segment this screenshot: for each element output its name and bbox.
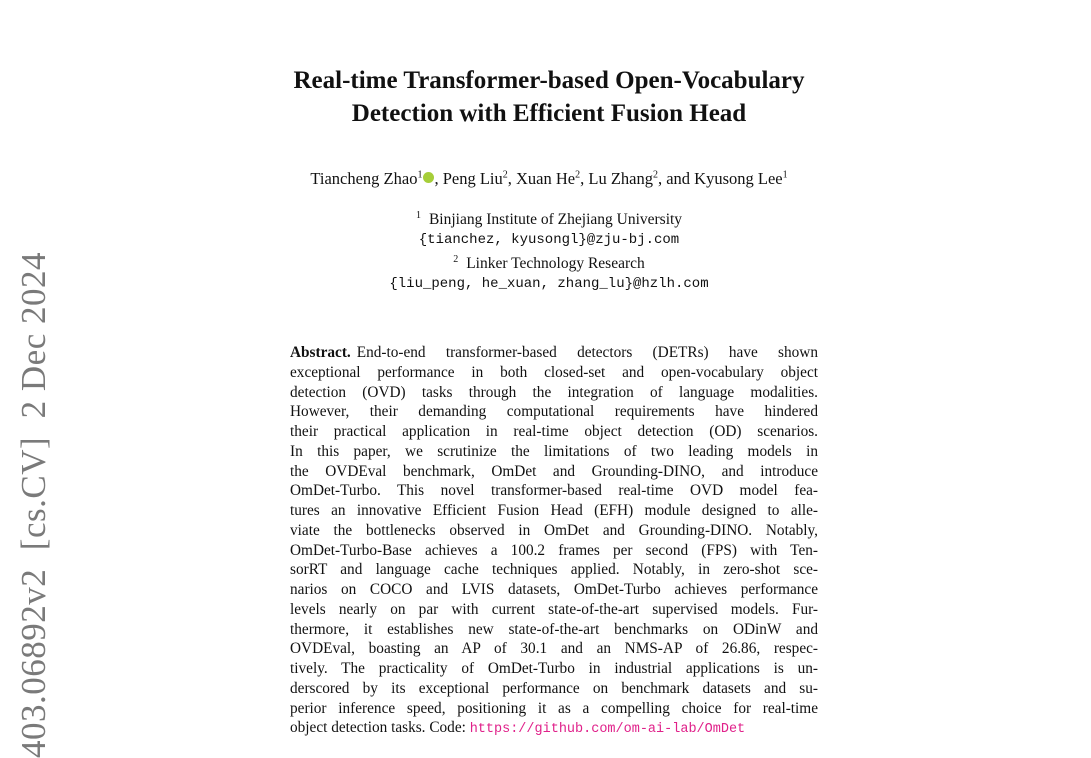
affil-name: Linker Technology Research: [466, 255, 645, 273]
affil-num: 2: [453, 254, 459, 266]
author: Xuan He: [516, 169, 576, 188]
arxiv-stamp: 403.06892v2 [cs.CV] 2 Dec 2024: [14, 252, 53, 758]
abstract-label: Abstract.: [290, 344, 351, 361]
author: Tiancheng Zhao: [310, 169, 418, 188]
author-sup: 2: [652, 169, 658, 181]
affil-email: {liu_peng, he_xuan, zhang_lu}@hzlh.com: [389, 276, 709, 293]
abstract-line: levels nearly on par with current state-…: [290, 600, 818, 618]
abstract-line: tures an innovative Efficient Fusion Hea…: [290, 502, 818, 519]
abstract-line: narios on COCO and LVIS datasets, OmDet-…: [290, 581, 818, 598]
affiliation: 1 Binjiang Institute of Zhejiang Universi…: [0, 206, 1091, 230]
abstract-line: thermore, it establishes new state-of-th…: [290, 620, 818, 638]
affil-name: Binjiang Institute of Zhejiang Universit…: [428, 211, 683, 229]
abstract-line: object detection tasks. Code: https://gi…: [290, 719, 746, 738]
abstract-line: viate the bottlenecks observed in OmDet …: [290, 521, 818, 539]
abstract-line: OmDet-Turbo-Base achieves a 100.2 frames…: [290, 541, 818, 559]
abstract-line: In this paper, we scrutinize the limitat…: [290, 442, 818, 460]
affiliation: 2 Linker Technology Research: [0, 250, 1091, 274]
abstract-line: OmDet-Turbo. This novel transformer-base…: [290, 482, 818, 500]
affil-email: {tianchez, kyusongl}@zju-bj.com: [418, 232, 680, 249]
abstract: Abstract. End-to-end transformer-based de…: [290, 343, 818, 740]
author: Lu Zhang: [588, 169, 653, 188]
abstract-line: tively. The practicality of OmDet-Turbo …: [290, 660, 818, 677]
author: Peng Liu: [442, 169, 503, 188]
affil-num: 1: [415, 210, 421, 221]
abstract-line: perior inference speed, positioning it a…: [290, 699, 818, 717]
author: and Kyusong Lee: [666, 169, 783, 188]
abstract-line: However, their demanding computational r…: [290, 403, 818, 421]
author-sup: 2: [502, 169, 508, 181]
abstract-line: sorRT and language cache techniques appl…: [290, 561, 818, 579]
title-line: Real-time Transformer-based Open-Vocabul…: [293, 67, 805, 94]
abstract-line: their practical application in real-time…: [290, 423, 818, 440]
abstract-line: the OVDEval benchmark, OmDet and Groundi…: [290, 462, 818, 480]
orcid-icon[interactable]: [423, 172, 435, 183]
abstract-line: exceptional performance in both closed-s…: [290, 363, 818, 381]
abstract-line: Abstract. End-to-end transformer-based de…: [290, 344, 818, 361]
title-line: Detection with Efficient Fusion Head: [351, 100, 747, 127]
abstract-line: detection (OVD) tasks through the integr…: [290, 383, 818, 401]
author-sup: 1: [417, 169, 423, 181]
author-list: Tiancheng Zhao1, Peng Liu2, Xuan He2, Lu…: [310, 169, 788, 188]
abstract-line: derscored by its exceptional performance…: [290, 679, 818, 697]
affiliations: 1 Binjiang Institute of Zhejiang Universi…: [0, 206, 1091, 294]
author-sup: 2: [575, 169, 581, 181]
paper-title: Real-time Transformer-based Open-Vocabul…: [0, 64, 1091, 130]
author-sup: 1: [782, 169, 788, 181]
abstract-line: OVDEval, boasting an AP of 30.1 and an N…: [290, 640, 818, 658]
code-link[interactable]: https://github.com/om-ai-lab/OmDet: [469, 722, 746, 738]
